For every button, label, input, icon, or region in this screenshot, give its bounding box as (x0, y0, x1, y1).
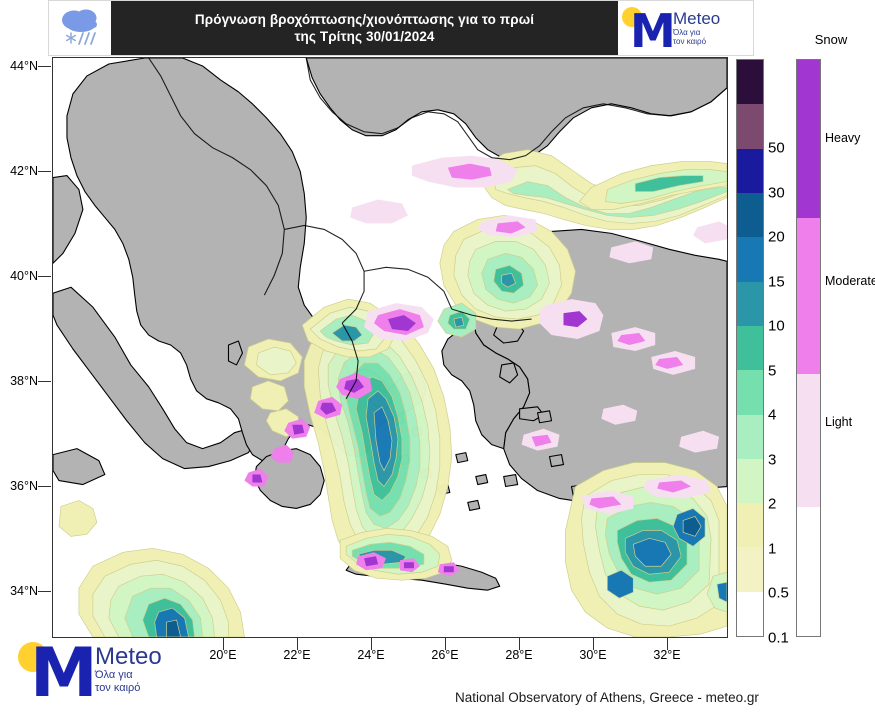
cb-tick-1: 1 (768, 540, 777, 558)
title-line-1: Πρόγνωση βροχόπτωσης/χιονόπτωσης για το … (194, 12, 535, 27)
cb-tick-5: 5 (768, 362, 777, 380)
precip-field-se-med (565, 462, 727, 637)
lat-label-42: 42°N (10, 164, 38, 178)
cb-tick-01: 0.1 (768, 629, 789, 647)
cb-tick-50: 50 (768, 139, 785, 157)
lon-tick-20 (223, 638, 224, 650)
snow-label-light: Light (825, 415, 853, 429)
header-title: Πρόγνωση βροχόπτωσης/χιονόπτωσης για το … (111, 1, 618, 55)
cb-cell-below01 (737, 591, 763, 637)
meteo-logo-text: Meteo Όλα για τον καιρό (673, 8, 721, 47)
snow-label-moderate: Moderate (825, 274, 875, 288)
footer-logo-text: Meteo Όλα για τον καιρό (95, 644, 162, 694)
cb-tick-20: 20 (768, 228, 785, 246)
lon-tick-24 (371, 638, 372, 650)
footer-logo-mark: M (18, 634, 98, 713)
cb-cell-above50 (737, 60, 763, 105)
title-line-2: της Τρίτης 30/01/2024 (294, 29, 435, 44)
snow-cell-light (797, 373, 820, 508)
snow-cell-moderate (797, 218, 820, 374)
footer-meteo-m-letter: M (30, 634, 98, 713)
lon-tick-22 (297, 638, 298, 650)
snow-cell-heavy (797, 60, 820, 219)
precip-field-ionian-sw (78, 547, 245, 637)
lat-tick-42 (38, 171, 51, 172)
cb-cell-3-4 (737, 370, 763, 415)
lon-label-28: 28°E (505, 648, 533, 662)
lon-label-32: 32°E (653, 648, 681, 662)
cb-cell-05-1 (737, 503, 763, 548)
footer-tagline-2: τον καιρό (95, 681, 141, 694)
cb-tick-3: 3 (768, 451, 777, 469)
lon-tick-28 (519, 638, 520, 650)
credit-text: National Observatory of Athens, Greece -… (455, 690, 759, 705)
meteo-tagline-2: τον καιρό (673, 37, 707, 46)
header-icon-container (49, 1, 111, 55)
lat-tick-40 (38, 276, 51, 277)
snow-overlay (244, 155, 727, 577)
cb-tick-05: 0.5 (768, 584, 789, 602)
header-banner: Πρόγνωση βροχόπτωσης/χιονόπτωσης για το … (48, 0, 754, 56)
cb-cell-10-15 (737, 237, 763, 282)
lon-tick-26 (445, 638, 446, 650)
precipitation-colorbar[interactable] (736, 59, 764, 637)
cb-tick-30: 30 (768, 184, 785, 202)
cb-tick-4: 4 (768, 406, 777, 424)
lon-tick-32 (667, 638, 668, 650)
lat-tick-34 (38, 591, 51, 592)
lat-label-40: 40°N (10, 269, 38, 283)
sun-icon (622, 7, 642, 27)
precip-strip-ionian-nw (58, 500, 98, 537)
lat-tick-36 (38, 486, 51, 487)
lon-label-24: 24°E (357, 648, 385, 662)
precip-field-mainland-light (244, 338, 303, 438)
footer-logo-group[interactable]: M Meteo Όλα για τον καιρό (18, 634, 162, 713)
rain-snow-cloud-icon (62, 9, 97, 45)
lon-label-26: 26°E (431, 648, 459, 662)
meteo-tagline-1: Όλα για (673, 27, 701, 37)
lon-label-30: 30°E (579, 648, 607, 662)
cb-cell-20-30 (737, 148, 763, 193)
lat-tick-38 (38, 381, 51, 382)
lat-label-36: 36°N (10, 479, 38, 493)
footer-meteo-logo[interactable]: M Meteo Όλα για τον καιρό (18, 634, 198, 713)
forecast-map[interactable] (52, 57, 728, 638)
cb-tick-15: 15 (768, 273, 785, 291)
cb-cell-2-3 (737, 414, 763, 459)
precip-field-black-sea (578, 161, 727, 210)
footer-tagline-1: Όλα για (95, 669, 133, 681)
snow-label-heavy: Heavy (825, 131, 861, 145)
meteo-logo[interactable]: M Meteo Όλα για τον καιρό (622, 4, 721, 58)
footer-sun-icon (18, 642, 48, 672)
meteo-m-letter: M (630, 4, 676, 58)
snow-colorbar-title: Snow (814, 32, 848, 47)
lat-label-38: 38°N (10, 374, 38, 388)
footer-logo-name: Meteo (95, 643, 162, 670)
cb-tick-10: 10 (768, 317, 785, 335)
lat-label-44: 44°N (10, 59, 38, 73)
cb-cell-30-50 (737, 104, 763, 149)
lon-label-20: 20°E (209, 648, 237, 662)
cb-cell-1-2 (737, 458, 763, 504)
cb-cell-01-05 (737, 547, 763, 592)
snow-colorbar[interactable] (796, 59, 821, 637)
lon-tick-30 (593, 638, 594, 650)
country-borders (148, 58, 727, 400)
cb-cell-4-5 (737, 325, 763, 371)
meteo-logo-mark: M (622, 4, 676, 58)
lat-tick-44 (38, 66, 51, 67)
meteo-logo-name: Meteo (673, 8, 721, 28)
cb-tick-2: 2 (768, 495, 777, 513)
header-logo-container[interactable]: M Meteo Όλα για τον καιρό (618, 1, 753, 55)
cb-cell-5-10 (737, 281, 763, 326)
precip-field-se-small (706, 571, 727, 613)
cb-cell-15-20 (737, 192, 763, 238)
snow-cell-none (797, 507, 820, 636)
lon-label-22: 22°E (283, 648, 311, 662)
lat-label-34: 34°N (10, 584, 38, 598)
map-canvas (53, 58, 727, 637)
